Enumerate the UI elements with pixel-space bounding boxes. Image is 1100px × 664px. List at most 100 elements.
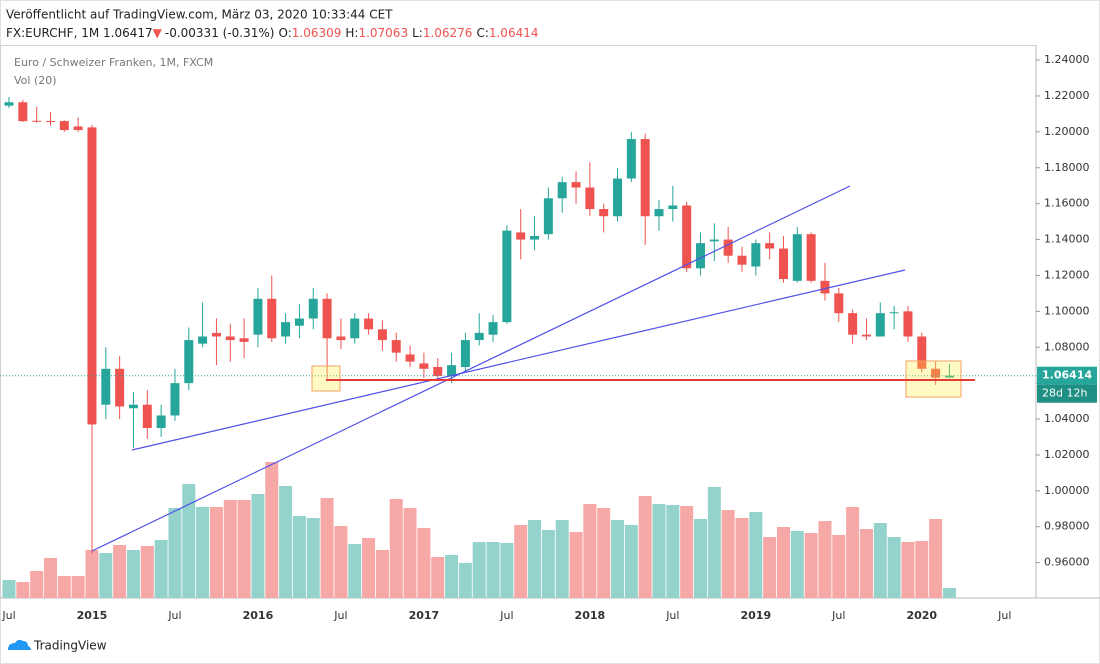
volume-bar bbox=[30, 571, 44, 598]
candle-body bbox=[861, 334, 871, 337]
volume-bar bbox=[763, 537, 777, 598]
candle-body bbox=[73, 126, 83, 131]
volume-bar bbox=[154, 540, 168, 598]
candle-body bbox=[391, 340, 401, 353]
last-price-box bbox=[1037, 366, 1097, 385]
volume-bar bbox=[721, 510, 735, 598]
volume-bar bbox=[251, 494, 265, 598]
volume-bar bbox=[223, 500, 237, 598]
candle-body bbox=[516, 232, 526, 240]
volume-bar bbox=[555, 520, 569, 598]
candle-body bbox=[792, 234, 802, 281]
volume-bar bbox=[196, 507, 210, 598]
axis-labels: 0.960000.980001.000001.020001.040001.060… bbox=[1, 53, 1097, 622]
volume-bar bbox=[403, 508, 417, 598]
candle-body bbox=[875, 313, 885, 337]
candle-body bbox=[460, 340, 470, 367]
volume-bar bbox=[915, 541, 929, 598]
y-tick-label: 1.24000 bbox=[1044, 53, 1090, 66]
candle-body bbox=[156, 415, 166, 429]
volume-bar bbox=[2, 580, 16, 598]
candle-body bbox=[654, 209, 664, 217]
x-tick-label: Jul bbox=[665, 609, 679, 622]
candle-body bbox=[87, 127, 97, 425]
candle-body bbox=[433, 367, 443, 376]
candle-body bbox=[142, 404, 152, 429]
ohlc-value: 1.07063 bbox=[358, 26, 408, 40]
y-tick-label: 0.96000 bbox=[1044, 556, 1090, 569]
volume-bar bbox=[389, 499, 403, 598]
candle-body bbox=[834, 293, 844, 314]
volume-bar bbox=[666, 505, 680, 598]
y-tick-label: 0.98000 bbox=[1044, 520, 1090, 533]
candle-body bbox=[640, 139, 650, 217]
volume-bar bbox=[749, 512, 763, 598]
volume-bar bbox=[624, 525, 638, 598]
candle-body bbox=[211, 332, 221, 337]
candle-body bbox=[502, 230, 512, 323]
volume-bar bbox=[818, 521, 832, 598]
candle-body bbox=[917, 336, 927, 369]
candle-body bbox=[377, 329, 387, 341]
candle-body bbox=[557, 182, 567, 199]
candle-body bbox=[267, 298, 277, 339]
volume-bar bbox=[887, 537, 901, 598]
candle-body bbox=[543, 198, 553, 235]
highlight-box bbox=[311, 365, 341, 392]
candle-body bbox=[737, 255, 747, 265]
candle-body bbox=[613, 178, 623, 217]
candle-body bbox=[571, 182, 581, 188]
candle-body bbox=[59, 121, 69, 131]
volume-bar bbox=[652, 504, 666, 598]
volume-bar bbox=[417, 528, 431, 598]
x-tick-label: Jul bbox=[997, 609, 1011, 622]
candle-body bbox=[128, 404, 138, 409]
volume-bar bbox=[901, 542, 915, 598]
symbol-line: FX:EURCHF, 1M 1.06417▼ -0.00331 (-0.31%) O… bbox=[6, 26, 538, 40]
x-tick-label: Jul bbox=[167, 609, 181, 622]
candle-body bbox=[474, 332, 484, 341]
candle-body bbox=[765, 243, 775, 249]
x-tick-label: Jul bbox=[1, 609, 15, 622]
candle-body bbox=[336, 336, 346, 341]
volume-bar bbox=[638, 496, 652, 598]
volume-bar bbox=[445, 555, 459, 598]
candle-body bbox=[101, 368, 111, 405]
x-tick-label: 2016 bbox=[243, 609, 274, 622]
volume-bar bbox=[942, 588, 956, 598]
volume-bar bbox=[514, 525, 528, 598]
candle-body bbox=[405, 354, 415, 362]
candle-body bbox=[350, 318, 360, 339]
volume-bar bbox=[500, 543, 514, 598]
y-tick-label: 1.18000 bbox=[1044, 161, 1090, 174]
candle-body bbox=[18, 102, 28, 122]
candle-body bbox=[903, 311, 913, 337]
volume-bar bbox=[320, 498, 334, 598]
candle-body bbox=[239, 338, 249, 342]
candle-body bbox=[723, 239, 733, 256]
volume-bar bbox=[929, 519, 943, 598]
candle-body bbox=[709, 239, 719, 242]
countdown-box bbox=[1037, 384, 1097, 403]
volume-bar bbox=[859, 529, 873, 598]
candle-body bbox=[778, 248, 788, 280]
candle-body bbox=[626, 139, 636, 179]
x-tick-label: 2019 bbox=[741, 609, 772, 622]
candle-body bbox=[751, 243, 761, 267]
volume-bar bbox=[472, 542, 486, 598]
candle-body bbox=[668, 205, 678, 210]
x-tick-label: Jul bbox=[831, 609, 845, 622]
volume-bar bbox=[140, 546, 154, 598]
volume-bar bbox=[292, 516, 306, 598]
volume-bar bbox=[528, 520, 542, 598]
volume-bar bbox=[334, 526, 348, 598]
marks bbox=[0, 97, 1036, 598]
volume-bar bbox=[168, 508, 182, 598]
candle-body bbox=[198, 336, 208, 344]
y-tick-label: 1.16000 bbox=[1044, 197, 1090, 210]
volume-bar bbox=[486, 542, 500, 598]
candle-body bbox=[696, 243, 705, 269]
volume-bar bbox=[790, 531, 804, 598]
volume-bar bbox=[569, 532, 583, 598]
y-tick-label: 1.02000 bbox=[1044, 448, 1090, 461]
